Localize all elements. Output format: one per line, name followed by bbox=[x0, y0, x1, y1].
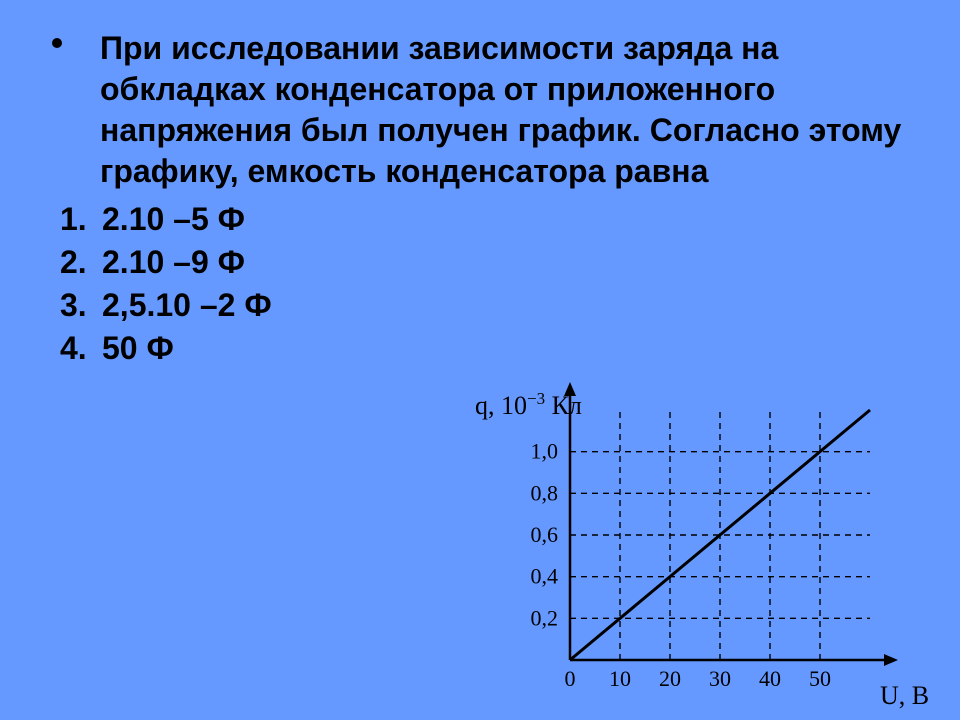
chart: 0 10 20 30 40 50 0,2 0,4 0,6 0,8 1,0 q, 10−3 Кл U, В bbox=[470, 360, 940, 710]
answer-option: 3. 2,5.10 –2 Ф bbox=[60, 284, 920, 327]
answer-num: 3. bbox=[60, 284, 100, 327]
svg-text:1,0: 1,0 bbox=[531, 439, 559, 464]
answer-label: 2,5.10 –2 Ф bbox=[100, 284, 272, 327]
slide: При исследовании зависимости заряда на о… bbox=[0, 0, 960, 720]
answer-label: 2.10 –9 Ф bbox=[100, 241, 245, 284]
svg-text:50: 50 bbox=[809, 666, 831, 691]
svg-text:10: 10 bbox=[609, 666, 631, 691]
answer-label: 2.10 –5 Ф bbox=[100, 198, 245, 241]
answer-label: 50 Ф bbox=[100, 327, 174, 370]
svg-text:30: 30 bbox=[709, 666, 731, 691]
svg-text:0,2: 0,2 bbox=[531, 605, 559, 630]
answer-option: 2. 2.10 –9 Ф bbox=[60, 241, 920, 284]
chart-svg: 0 10 20 30 40 50 0,2 0,4 0,6 0,8 1,0 q, 10−3 Кл U, В bbox=[470, 360, 940, 710]
svg-text:q, 10−3 Кл: q, 10−3 Кл bbox=[475, 389, 582, 420]
svg-text:20: 20 bbox=[659, 666, 681, 691]
svg-text:0,4: 0,4 bbox=[531, 564, 559, 589]
answer-num: 1. bbox=[60, 198, 100, 241]
svg-text:0,6: 0,6 bbox=[531, 522, 559, 547]
svg-text:U, В: U, В bbox=[880, 681, 929, 710]
svg-text:40: 40 bbox=[759, 666, 781, 691]
answer-option: 1. 2.10 –5 Ф bbox=[60, 198, 920, 241]
svg-text:0,8: 0,8 bbox=[531, 480, 559, 505]
answer-num: 2. bbox=[60, 241, 100, 284]
answer-list: 1. 2.10 –5 Ф 2. 2.10 –9 Ф 3. 2,5.10 –2 Ф… bbox=[60, 198, 920, 371]
answer-num: 4. bbox=[60, 327, 100, 370]
bullet-icon bbox=[52, 38, 62, 48]
question-text: При исследовании зависимости заряда на о… bbox=[100, 28, 910, 192]
svg-text:0: 0 bbox=[565, 666, 576, 691]
